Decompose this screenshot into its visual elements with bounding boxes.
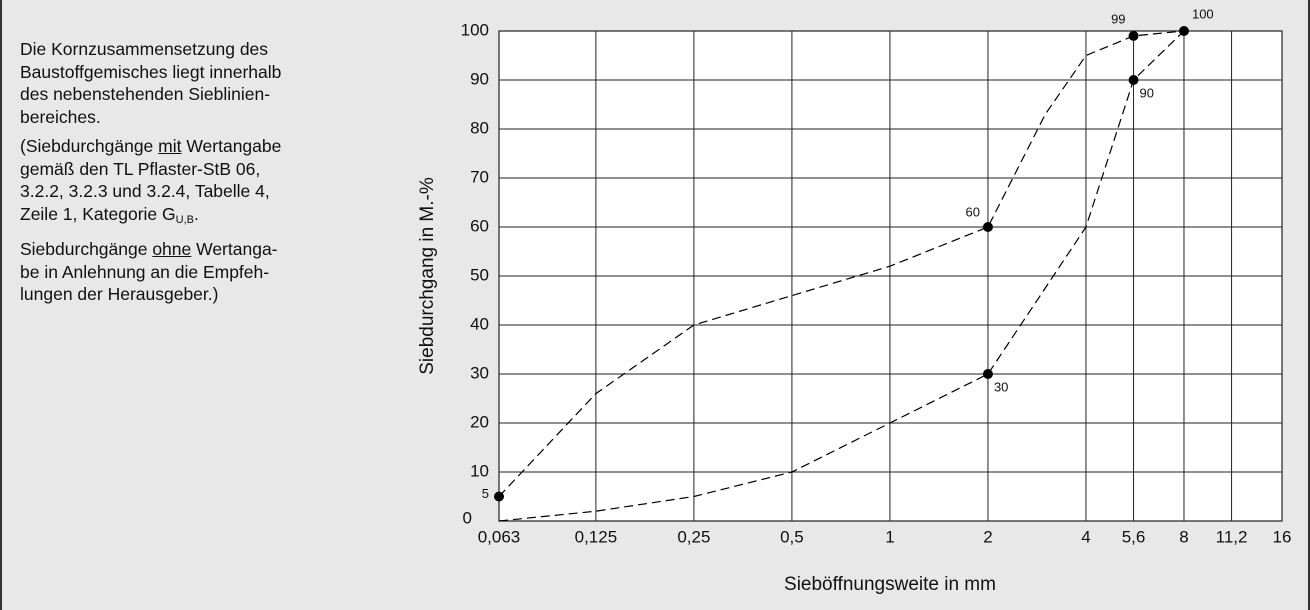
y-tick-label: 50 [470, 265, 489, 284]
y-tick-label: 70 [470, 167, 489, 186]
x-axis-label: Sieböffnungsweite in mm [784, 574, 996, 595]
marked-point [1128, 30, 1139, 41]
x-tick-label: 5,6 [1122, 527, 1146, 546]
text-line: gemäß den TL Pflaster-StB 06, [20, 158, 380, 181]
marked-point [1128, 75, 1139, 85]
x-tick-label: 11,2 [1216, 527, 1248, 546]
point-label: 90 [1140, 85, 1154, 100]
text-line: bereiches. [20, 106, 380, 129]
y-axis-label: Siebdurchgang in M.-% [417, 177, 438, 375]
text-line: Die Kornzusammensetzung des [20, 38, 380, 61]
plot-frame [498, 30, 1283, 522]
y-tick-label: 60 [470, 216, 489, 235]
text-line: (Siebdurchgänge mit Wertangabe [20, 135, 380, 158]
point-label: 100 [1192, 6, 1214, 21]
text-line: des nebenstehenden Sieblinien- [20, 83, 380, 106]
sieve-curve [498, 30, 1185, 497]
x-tick-label: 0,25 [677, 527, 710, 546]
underlined-text: mit [158, 136, 182, 156]
marked-point [982, 222, 993, 232]
y-tick-label: 90 [470, 69, 489, 88]
text-line: Siebdurchgänge ohne Wertanga- [20, 238, 380, 261]
text: . [193, 203, 199, 224]
text-line: Baustoffgemisches liegt innerhalb [20, 61, 380, 84]
y-tick-label: 30 [470, 363, 489, 382]
point-label: 60 [965, 204, 979, 219]
text: bereiches. [20, 106, 101, 127]
x-tick-label: 4 [1081, 527, 1090, 546]
text: gemäß den TL Pflaster-StB 06, [20, 158, 261, 179]
x-tick-label: 0,5 [780, 527, 804, 546]
point-label: 99 [1111, 11, 1125, 26]
marked-point [494, 491, 504, 502]
text-line: lungen der Herausgeber.) [20, 283, 380, 306]
x-tick-label: 0,063 [478, 527, 521, 546]
sieve-curve [498, 30, 1185, 522]
y-tick-label: 20 [470, 412, 489, 431]
y-tick-label: 100 [461, 20, 489, 39]
text-line: Zeile 1, Kategorie GU,B. [20, 203, 380, 232]
text: lungen der Herausgeber.) [20, 284, 219, 304]
text: Die Kornzusammensetzung des [20, 39, 269, 59]
x-tick-label: 1 [885, 527, 894, 546]
notes: Die Kornzusammensetzung des Baustoffgemis… [20, 38, 380, 313]
x-tick-label: 2 [983, 527, 992, 546]
paragraph: Siebdurchgänge ohne Wertanga-be in Anleh… [20, 238, 380, 306]
x-tick-label: 16 [1273, 527, 1292, 546]
text-line: 3.2.2, 3.2.3 und 3.2.4, Tabelle 4, [20, 180, 380, 203]
y-tick-label: 10 [470, 461, 489, 480]
text: Siebdurchgänge [20, 239, 153, 259]
x-tick-label: 8 [1179, 527, 1188, 546]
y-tick-label: 80 [470, 118, 489, 137]
point-label: 5 [482, 486, 489, 501]
point-label: 30 [994, 379, 1008, 394]
y-tick-label: 40 [470, 314, 489, 333]
text: Baustoffgemisches liegt innerhalb [20, 61, 282, 82]
marked-point [1178, 26, 1189, 36]
text: des nebenstehenden Sieblinien- [20, 84, 271, 104]
text: Wertanga- [191, 239, 278, 259]
text: Zeile 1, Kategorie G [20, 203, 176, 224]
x-tick-label: 0,125 [575, 527, 618, 546]
text: be in Anlehnung an die Empfeh- [20, 261, 270, 282]
y-tick-label: 0 [463, 508, 472, 527]
text-line: be in Anlehnung an die Empfeh- [20, 261, 380, 284]
text: Wertangabe [181, 136, 282, 156]
underlined-text: ohne [152, 239, 192, 259]
paragraph: (Siebdurchgänge mit Wertangabe gemäß den … [20, 135, 380, 231]
paragraph: Die Kornzusammensetzung des Baustoffgemis… [20, 38, 380, 128]
subscript: U,B [175, 213, 194, 226]
text: (Siebdurchgänge [20, 136, 159, 156]
marked-point [982, 369, 993, 379]
text: 3.2.2, 3.2.3 und 3.2.4, Tabelle 4, [20, 181, 270, 201]
